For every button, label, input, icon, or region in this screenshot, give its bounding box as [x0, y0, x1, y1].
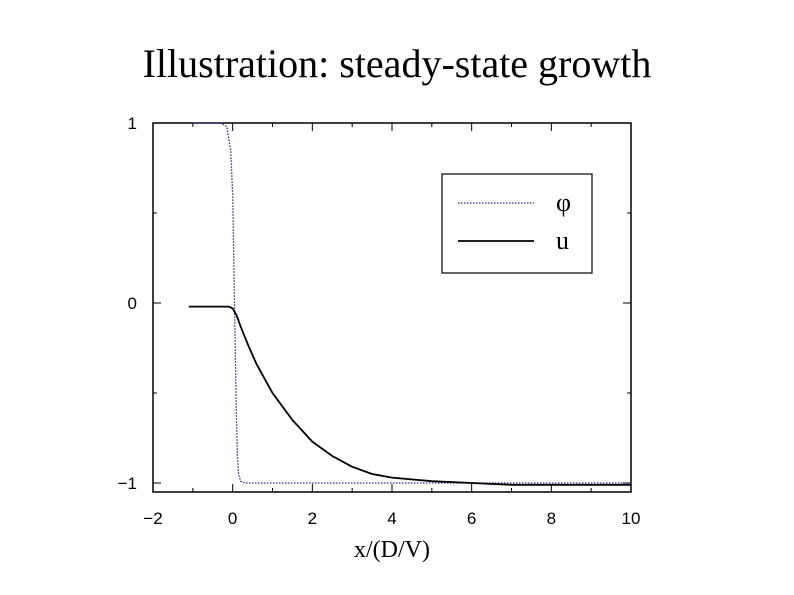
x-tick-label: 6 [467, 509, 476, 528]
x-tick-label: 0 [228, 509, 237, 528]
series-line-phi [192, 122, 631, 484]
legend-label: u [556, 226, 569, 255]
y-tick-label: 0 [128, 294, 137, 313]
x-axis-label: x/(D/V) [354, 537, 430, 563]
x-tick-label: −2 [143, 509, 162, 528]
x-tick-label: 4 [387, 509, 396, 528]
x-tick-label: 8 [547, 509, 556, 528]
x-tick-label: 10 [622, 509, 641, 528]
series-lines [188, 122, 631, 486]
legend: φu [441, 173, 593, 274]
legend-box [441, 173, 593, 274]
y-tick-label: 1 [128, 114, 137, 133]
y-tick-label: −1 [118, 474, 137, 493]
chart-title: Illustration: steady-state growth [142, 41, 652, 86]
x-tick-label: 2 [308, 509, 317, 528]
series-line-u [188, 305, 631, 486]
legend-label: φ [556, 188, 571, 217]
